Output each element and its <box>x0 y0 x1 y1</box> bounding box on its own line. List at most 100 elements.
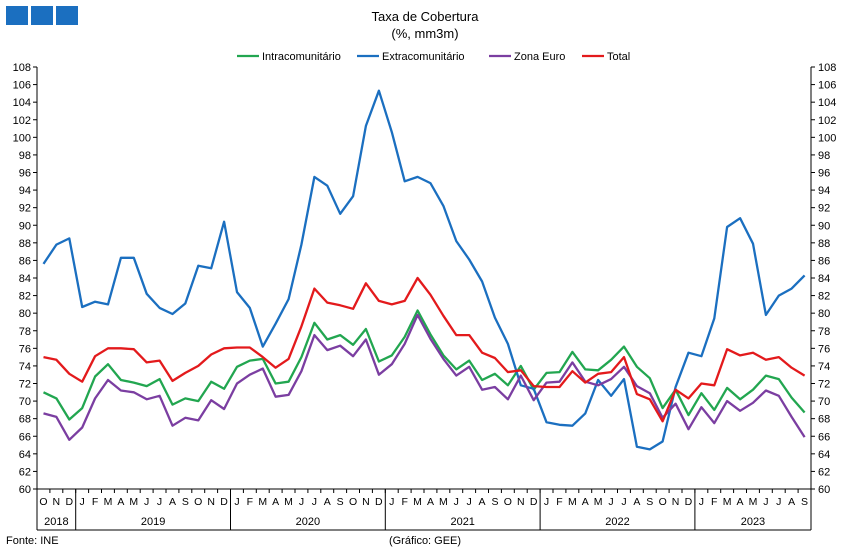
x-month-label: A <box>788 496 795 508</box>
y-tick-label-left: 98 <box>19 150 31 162</box>
y-tick-label-left: 108 <box>13 62 31 74</box>
y-tick-label-right: 80 <box>818 308 830 320</box>
x-month-label: J <box>763 496 768 508</box>
legend-label-4: Total <box>607 51 630 63</box>
legend-label-3: Zona Euro <box>514 51 565 63</box>
x-month-label: N <box>517 496 525 508</box>
y-tick-label-right: 78 <box>818 326 830 338</box>
legend: Intracomunitário Extracomunitário Zona Eur… <box>237 51 630 63</box>
x-month-label: M <box>104 496 113 508</box>
year-label: 2023 <box>741 516 765 528</box>
y-tick-label-right: 84 <box>818 273 830 285</box>
x-month-label: M <box>439 496 448 508</box>
y-tick-label-left: 70 <box>19 396 31 408</box>
x-month-label: D <box>530 496 538 508</box>
x-month-label: S <box>491 496 498 508</box>
legend-label-1: Intracomunitário <box>262 51 341 63</box>
y-tick-label-left: 86 <box>19 255 31 267</box>
y-tick-label-left: 68 <box>19 414 31 426</box>
y-tick-label-left: 74 <box>19 361 31 373</box>
year-label: 2020 <box>296 516 320 528</box>
y-tick-label-left: 66 <box>19 431 31 443</box>
x-month-label: J <box>312 496 317 508</box>
y-tick-label-right: 92 <box>818 203 830 215</box>
x-month-label: N <box>53 496 61 508</box>
y-tick-label-right: 72 <box>818 379 830 391</box>
x-month-label: D <box>375 496 383 508</box>
x-month-label: M <box>594 496 603 508</box>
y-tick-label-right: 64 <box>818 449 830 461</box>
y-tick-label-right: 96 <box>818 168 830 180</box>
x-month-label: J <box>454 496 459 508</box>
y-tick-label-right: 94 <box>818 185 830 197</box>
year-label: 2022 <box>605 516 629 528</box>
x-month-label: O <box>194 496 202 508</box>
chart-title: Taxa de Cobertura <box>372 9 480 24</box>
y-tick-label-left: 72 <box>19 379 31 391</box>
legend-label-2: Extracomunitário <box>382 51 465 63</box>
x-month-label: O <box>349 496 357 508</box>
y-tick-label-right: 76 <box>818 343 830 355</box>
y-tick-label-left: 88 <box>19 238 31 250</box>
y-tick-label-left: 82 <box>19 291 31 303</box>
y-tick-label-right: 74 <box>818 361 830 373</box>
y-tick-label-left: 78 <box>19 326 31 338</box>
year-label: 2021 <box>450 516 474 528</box>
x-month-label: J <box>299 496 304 508</box>
y-tick-label-left: 94 <box>19 185 31 197</box>
x-month-label: F <box>401 496 407 508</box>
x-month-label: J <box>144 496 149 508</box>
y-tick-label-right: 106 <box>818 80 836 92</box>
chart-subtitle: (%, mm3m) <box>391 26 458 41</box>
y-tick-label-right: 86 <box>818 255 830 267</box>
x-month-label: O <box>659 496 667 508</box>
y-tick-label-left: 104 <box>13 97 31 109</box>
x-month-label: O <box>504 496 512 508</box>
y-tick-label-left: 100 <box>13 132 31 144</box>
x-month-label: F <box>711 496 717 508</box>
y-tick-label-left: 62 <box>19 466 31 478</box>
series-line-1 <box>43 309 806 421</box>
x-month-label: F <box>247 496 253 508</box>
y-tick-label-left: 96 <box>19 168 31 180</box>
x-month-label: A <box>117 496 124 508</box>
x-month-label: A <box>737 496 744 508</box>
y-tick-label-right: 60 <box>818 484 830 496</box>
x-month-label: J <box>544 496 549 508</box>
x-month-label: F <box>556 496 562 508</box>
year-label: 2018 <box>44 516 68 528</box>
x-month-label: A <box>324 496 331 508</box>
y-tick-label-right: 98 <box>818 150 830 162</box>
year-label: 2019 <box>141 516 165 528</box>
x-month-label: S <box>182 496 189 508</box>
y-tick-label-right: 100 <box>818 132 836 144</box>
x-month-label: J <box>621 496 626 508</box>
x-month-label: J <box>80 496 85 508</box>
y-tick-label-right: 108 <box>818 62 836 74</box>
x-month-label: A <box>427 496 434 508</box>
y-tick-label-right: 68 <box>818 414 830 426</box>
y-tick-label-right: 102 <box>818 115 836 127</box>
y-tick-label-right: 88 <box>818 238 830 250</box>
x-month-label: F <box>92 496 98 508</box>
y-tick-label-left: 102 <box>13 115 31 127</box>
y-tick-label-right: 90 <box>818 220 830 232</box>
x-month-label: A <box>479 496 486 508</box>
x-month-label: J <box>234 496 239 508</box>
x-month-label: J <box>776 496 781 508</box>
x-month-label: M <box>723 496 732 508</box>
y-tick-label-left: 60 <box>19 484 31 496</box>
y-tick-label-left: 76 <box>19 343 31 355</box>
x-month-label: M <box>258 496 267 508</box>
x-month-label: M <box>413 496 422 508</box>
y-tick-label-left: 92 <box>19 203 31 215</box>
series-line-4 <box>43 276 806 423</box>
x-month-label: M <box>284 496 293 508</box>
x-month-label: J <box>389 496 394 508</box>
y-tick-label-right: 62 <box>818 466 830 478</box>
x-month-label: J <box>157 496 162 508</box>
series-line-2 <box>42 89 806 451</box>
logo <box>6 6 78 25</box>
y-tick-label-left: 84 <box>19 273 31 285</box>
